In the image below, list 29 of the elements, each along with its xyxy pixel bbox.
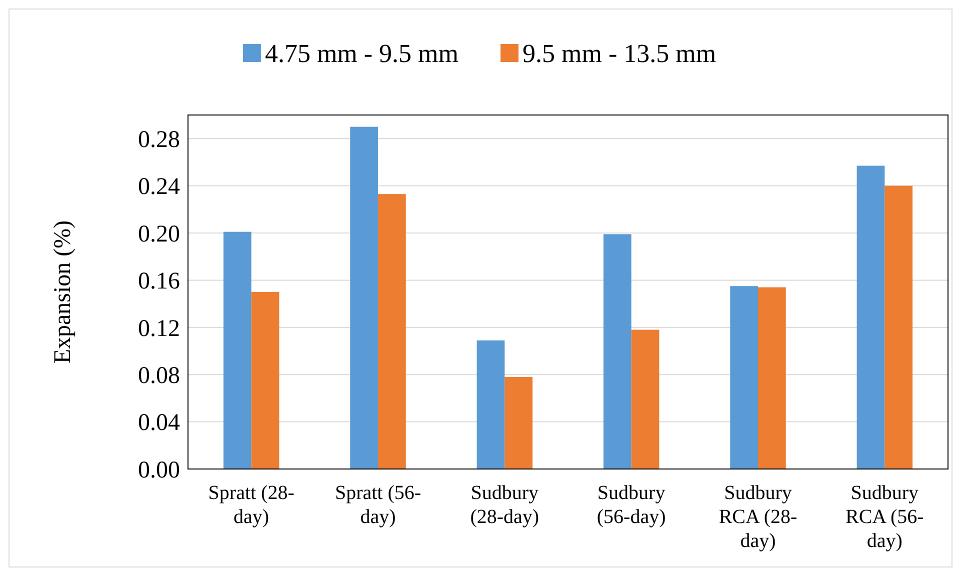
x-tick-label: Sudbury RCA (28-day) [718, 482, 798, 552]
bar [884, 186, 913, 469]
y-tick-label: 0.20 [138, 221, 180, 248]
y-tick-label: 0.08 [138, 363, 180, 389]
bar [730, 286, 758, 469]
bar [223, 232, 252, 469]
bar [350, 126, 378, 469]
y-tick-label: 0.16 [138, 268, 180, 295]
y-tick-label: 0.04 [138, 410, 180, 436]
bar [603, 234, 632, 469]
y-tick-label: 0.28 [138, 127, 180, 153]
y-tick-label: 0.24 [138, 174, 180, 200]
bar [476, 340, 505, 469]
legend-label: 9.5 mm - 13.5 mm [522, 39, 716, 68]
x-tick-label: Sudbury RCA (56-day) [845, 482, 924, 552]
bar [631, 330, 660, 469]
x-tick-label: Sudbury (28-day) [470, 482, 540, 528]
y-tick-label: 0.12 [138, 316, 180, 342]
y-tick-label: 0.00 [138, 457, 180, 484]
x-tick-label: Spratt (56-day) [334, 482, 422, 528]
bar [251, 292, 280, 469]
y-axis-title: Expansion (%) [50, 220, 76, 364]
bar [856, 166, 885, 469]
bar [504, 376, 533, 469]
x-tick-label: Spratt (28-day) [208, 482, 294, 528]
bar [758, 287, 786, 469]
x-tick-label: Sudbury (56-day) [596, 482, 666, 528]
legend-label: 4.75 mm - 9.5 mm [264, 39, 459, 68]
bar [378, 194, 406, 469]
